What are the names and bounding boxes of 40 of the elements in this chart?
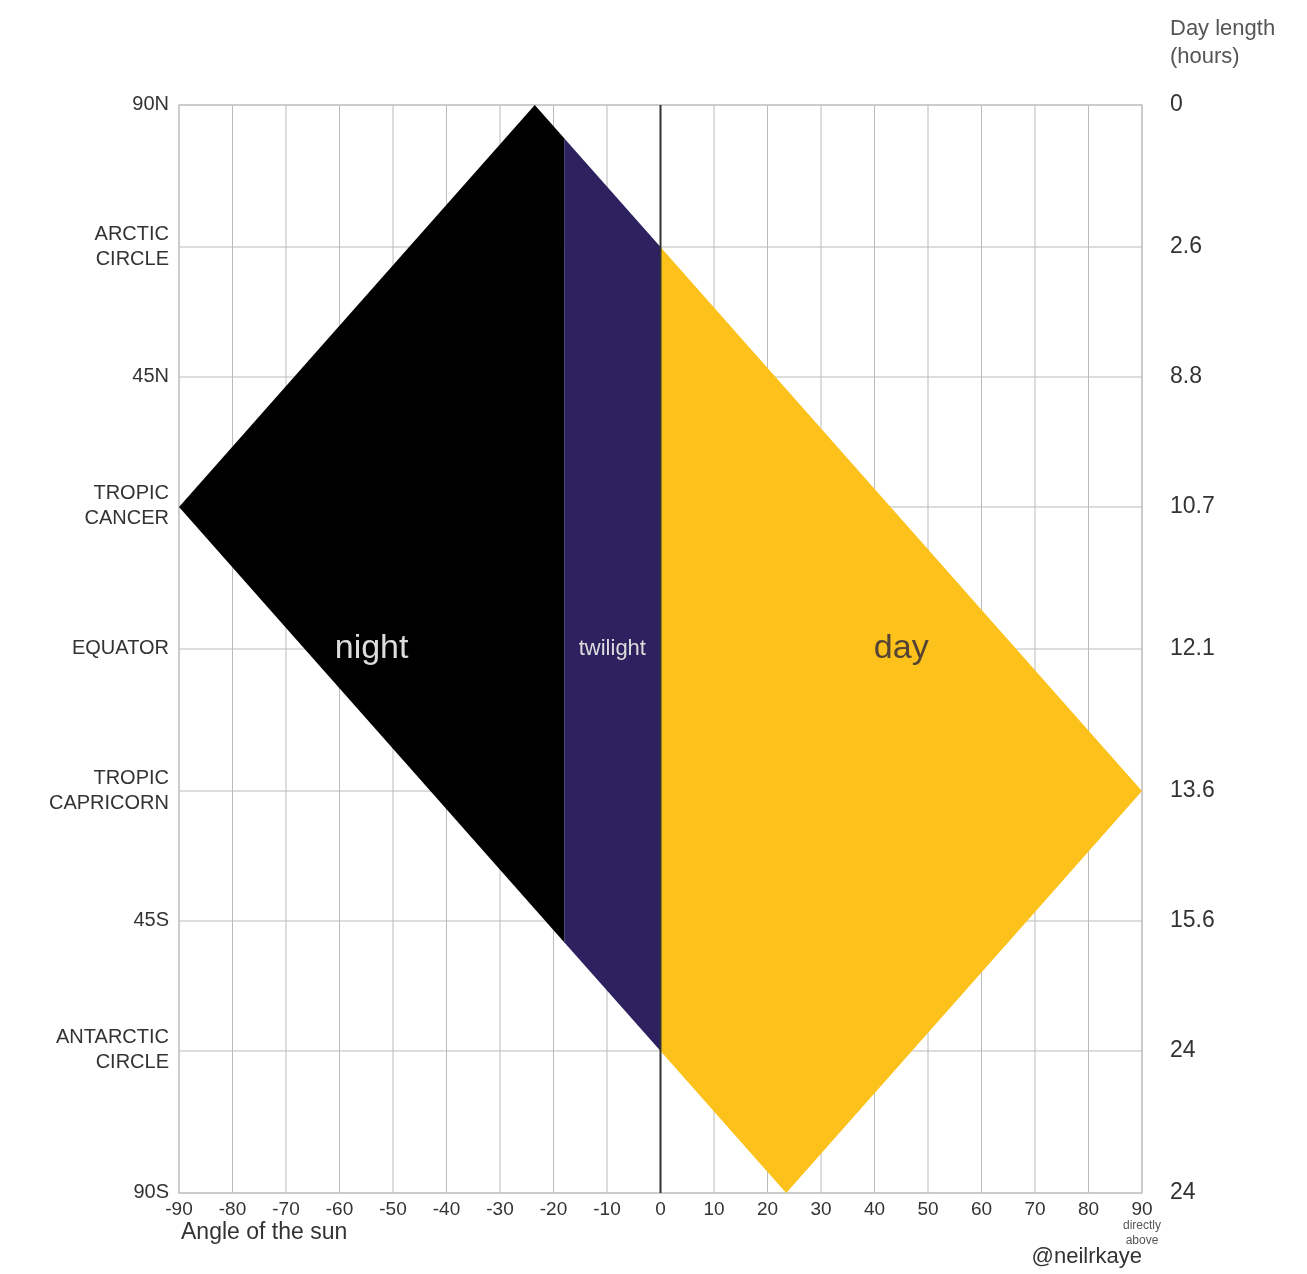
series-label: twilight bbox=[578, 634, 646, 660]
category-label: 12.1 bbox=[1170, 634, 1215, 661]
category-label: 24 bbox=[1170, 1036, 1196, 1063]
y-tick-label: 90N bbox=[132, 92, 169, 115]
y-tick-label: EQUATOR bbox=[71, 636, 169, 659]
x-tick-label: -30 bbox=[486, 1198, 514, 1219]
y-tick-label: 45N bbox=[132, 364, 169, 387]
x-tick-label: 50 bbox=[917, 1198, 939, 1219]
x-tick-label: 70 bbox=[1024, 1198, 1046, 1219]
x-tick-label: 90 bbox=[1131, 1198, 1153, 1219]
x-tick-label: 60 bbox=[970, 1198, 993, 1219]
category-label: 0 bbox=[1170, 90, 1183, 117]
x-axis-title: Angle of the sun bbox=[181, 1218, 348, 1244]
y-tick-label: ARCTIC CIRCLE bbox=[94, 221, 169, 269]
category-label: 2.6 bbox=[1170, 232, 1202, 259]
category-label: 13.6 bbox=[1170, 776, 1215, 803]
y2-axis-title: Day length (hours) bbox=[1170, 15, 1276, 68]
x-tick-label: 0 bbox=[655, 1198, 666, 1219]
y-tick-label: TROPIC CANCER bbox=[84, 481, 169, 529]
category-label: 8.8 bbox=[1170, 362, 1202, 389]
y-tick-label: ANTARCTIC CIRCLE bbox=[56, 1025, 169, 1073]
x-tick-label: -50 bbox=[379, 1198, 407, 1219]
category-label: 15.6 bbox=[1170, 906, 1215, 933]
x-tick-label: 80 bbox=[1077, 1198, 1100, 1219]
category-label: 24 bbox=[1170, 1178, 1196, 1205]
series-label: day bbox=[873, 626, 929, 665]
x-tick-label: -40 bbox=[432, 1198, 461, 1219]
x-tick-label: -20 bbox=[539, 1198, 568, 1219]
y-tick-label: 45S bbox=[133, 908, 169, 931]
y-tick-label: TROPIC CAPRICORN bbox=[48, 765, 169, 813]
x-tick-label: 20 bbox=[756, 1198, 779, 1219]
x-tick-label: 40 bbox=[863, 1198, 886, 1219]
x-tick-label: -80 bbox=[218, 1198, 247, 1219]
x-tick-label: -70 bbox=[272, 1198, 300, 1219]
x-tick-label: -60 bbox=[325, 1198, 354, 1219]
series-label: night bbox=[334, 626, 410, 665]
x-tick-label: -10 bbox=[593, 1198, 621, 1219]
x-tick-label: 30 bbox=[810, 1198, 832, 1219]
category-label: 10.7 bbox=[1170, 492, 1215, 519]
x-tick-label: 10 bbox=[703, 1198, 725, 1219]
